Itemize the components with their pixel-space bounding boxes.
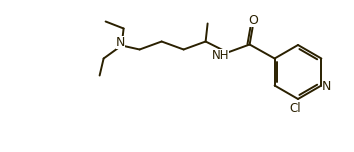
Text: N: N [116,36,125,49]
Text: O: O [249,14,258,27]
Text: NH: NH [212,49,229,62]
Text: N: N [322,80,331,93]
Text: Cl: Cl [289,102,301,114]
